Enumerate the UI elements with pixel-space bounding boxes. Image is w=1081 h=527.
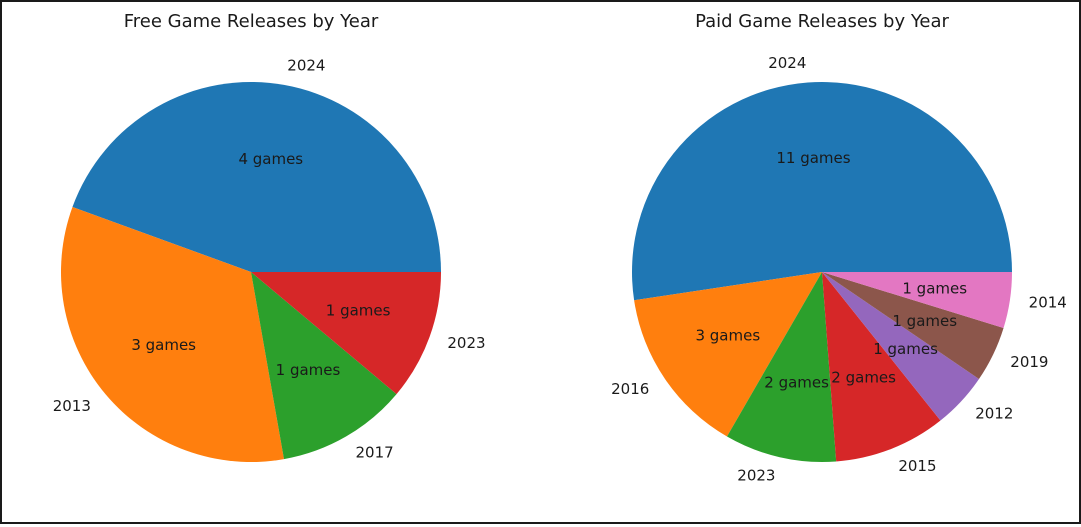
paid-slice-2024 <box>632 82 1012 301</box>
paid-category-label-2012: 2012 <box>975 405 1013 423</box>
free-category-label-2024: 2024 <box>287 57 325 75</box>
paid-category-label-2019: 2019 <box>1010 353 1048 371</box>
free-value-label-2023: 1 games <box>326 301 391 319</box>
paid-value-label-2012: 1 games <box>873 340 938 358</box>
paid-category-label-2014: 2014 <box>1029 294 1067 312</box>
paid-category-label-2015: 2015 <box>898 457 936 475</box>
free-category-label-2017: 2017 <box>356 443 394 461</box>
free-value-label-2013: 3 games <box>131 336 196 354</box>
paid-value-label-2014: 1 games <box>902 279 967 297</box>
free-value-label-2024: 4 games <box>238 150 303 168</box>
paid-slice-2019 <box>822 272 1004 380</box>
paid-slice-2015 <box>822 272 941 462</box>
paid-value-label-2016: 3 games <box>695 327 760 345</box>
paid-value-label-2023: 2 games <box>764 374 829 392</box>
free-slice-2024 <box>72 82 441 272</box>
paid-value-label-2024: 11 games <box>776 149 850 167</box>
paid-value-label-2015: 2 games <box>831 369 896 387</box>
free-slice-2017 <box>251 272 397 460</box>
free-category-label-2023: 2023 <box>447 334 485 352</box>
free-slice-2013 <box>61 207 284 462</box>
paid-slice-2016 <box>634 272 822 437</box>
free-value-label-2017: 1 games <box>276 361 341 379</box>
paid-category-label-2024: 2024 <box>768 54 806 72</box>
paid-slice-2014 <box>822 272 1012 329</box>
paid-chart-title: Paid Game Releases by Year <box>695 11 949 32</box>
free-chart-title: Free Game Releases by Year <box>124 11 379 32</box>
paid-slice-2012 <box>822 272 979 421</box>
paid-category-label-2023: 2023 <box>737 466 775 484</box>
paid-slice-2023 <box>727 272 837 462</box>
free-category-label-2013: 2013 <box>53 397 91 415</box>
paid-value-label-2019: 1 games <box>892 312 957 330</box>
paid-releases-pie: 2024 2016 2023 2015 2012 2019 2014 11 games 3 ga… <box>611 54 1067 484</box>
free-releases-pie: 2024 2013 2017 2023 4 games 3 games 1 games 1 g… <box>53 57 486 462</box>
paid-category-label-2016: 2016 <box>611 380 649 398</box>
free-slice-2023 <box>251 272 441 395</box>
